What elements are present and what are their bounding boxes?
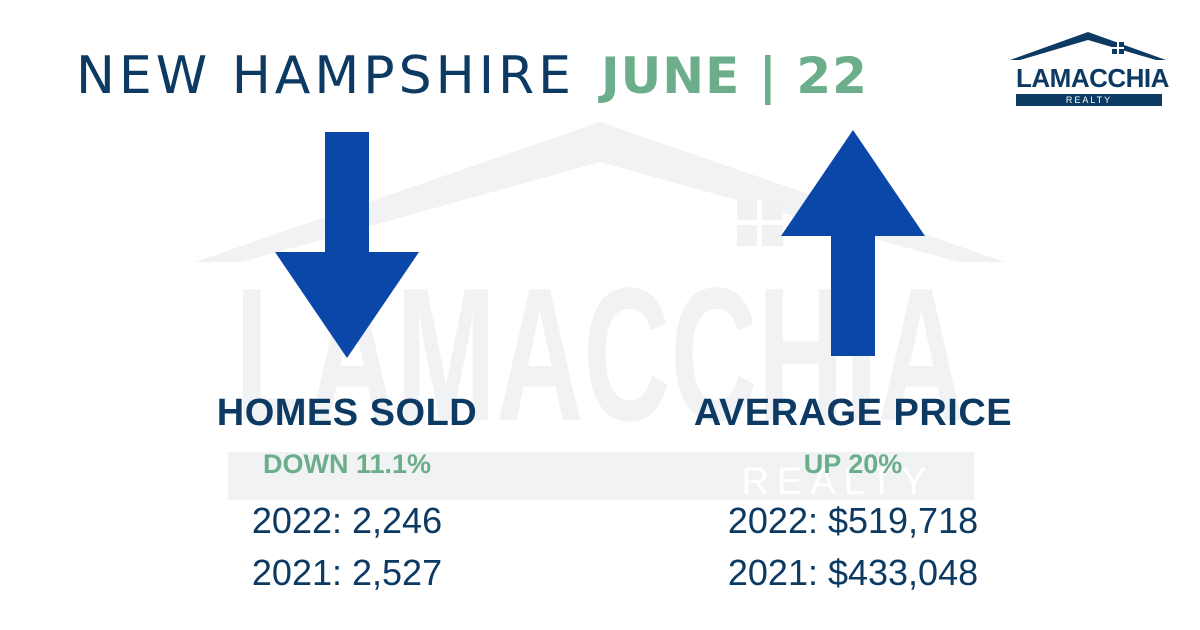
watermark-roof (195, 122, 1005, 262)
stat-current-year: 2022: 2,246 (251, 500, 443, 541)
stat-heading: AVERAGE PRICE (693, 392, 1013, 434)
house-roof-icon (1010, 32, 1166, 60)
stat-heading: HOMES SOLD (216, 392, 478, 434)
page-title: NEW HAMPSHIRE JUNE | 22 (76, 38, 868, 114)
watermark-sub: REALTY (741, 461, 934, 503)
logo-subtitle: REALTY (1016, 94, 1162, 106)
up-arrow-icon (781, 130, 925, 356)
stat-previous-year: 2021: $433,048 (727, 552, 979, 593)
stat-previous-year: 2021: 2,527 (251, 552, 443, 593)
stat-current-year: 2022: $519,718 (727, 500, 979, 541)
brand-logo: LAMACCHIA REALTY (1008, 30, 1169, 110)
logo-wordmark: LAMACCHIA (1016, 63, 1169, 93)
stat-change: DOWN 11.1% (262, 449, 432, 479)
title-state: NEW HAMPSHIRE (76, 46, 576, 106)
down-arrow-icon (275, 132, 419, 358)
watermark-band (228, 452, 974, 500)
stat-change: UP 20% (803, 449, 903, 479)
title-date: JUNE | 22 (601, 47, 868, 105)
